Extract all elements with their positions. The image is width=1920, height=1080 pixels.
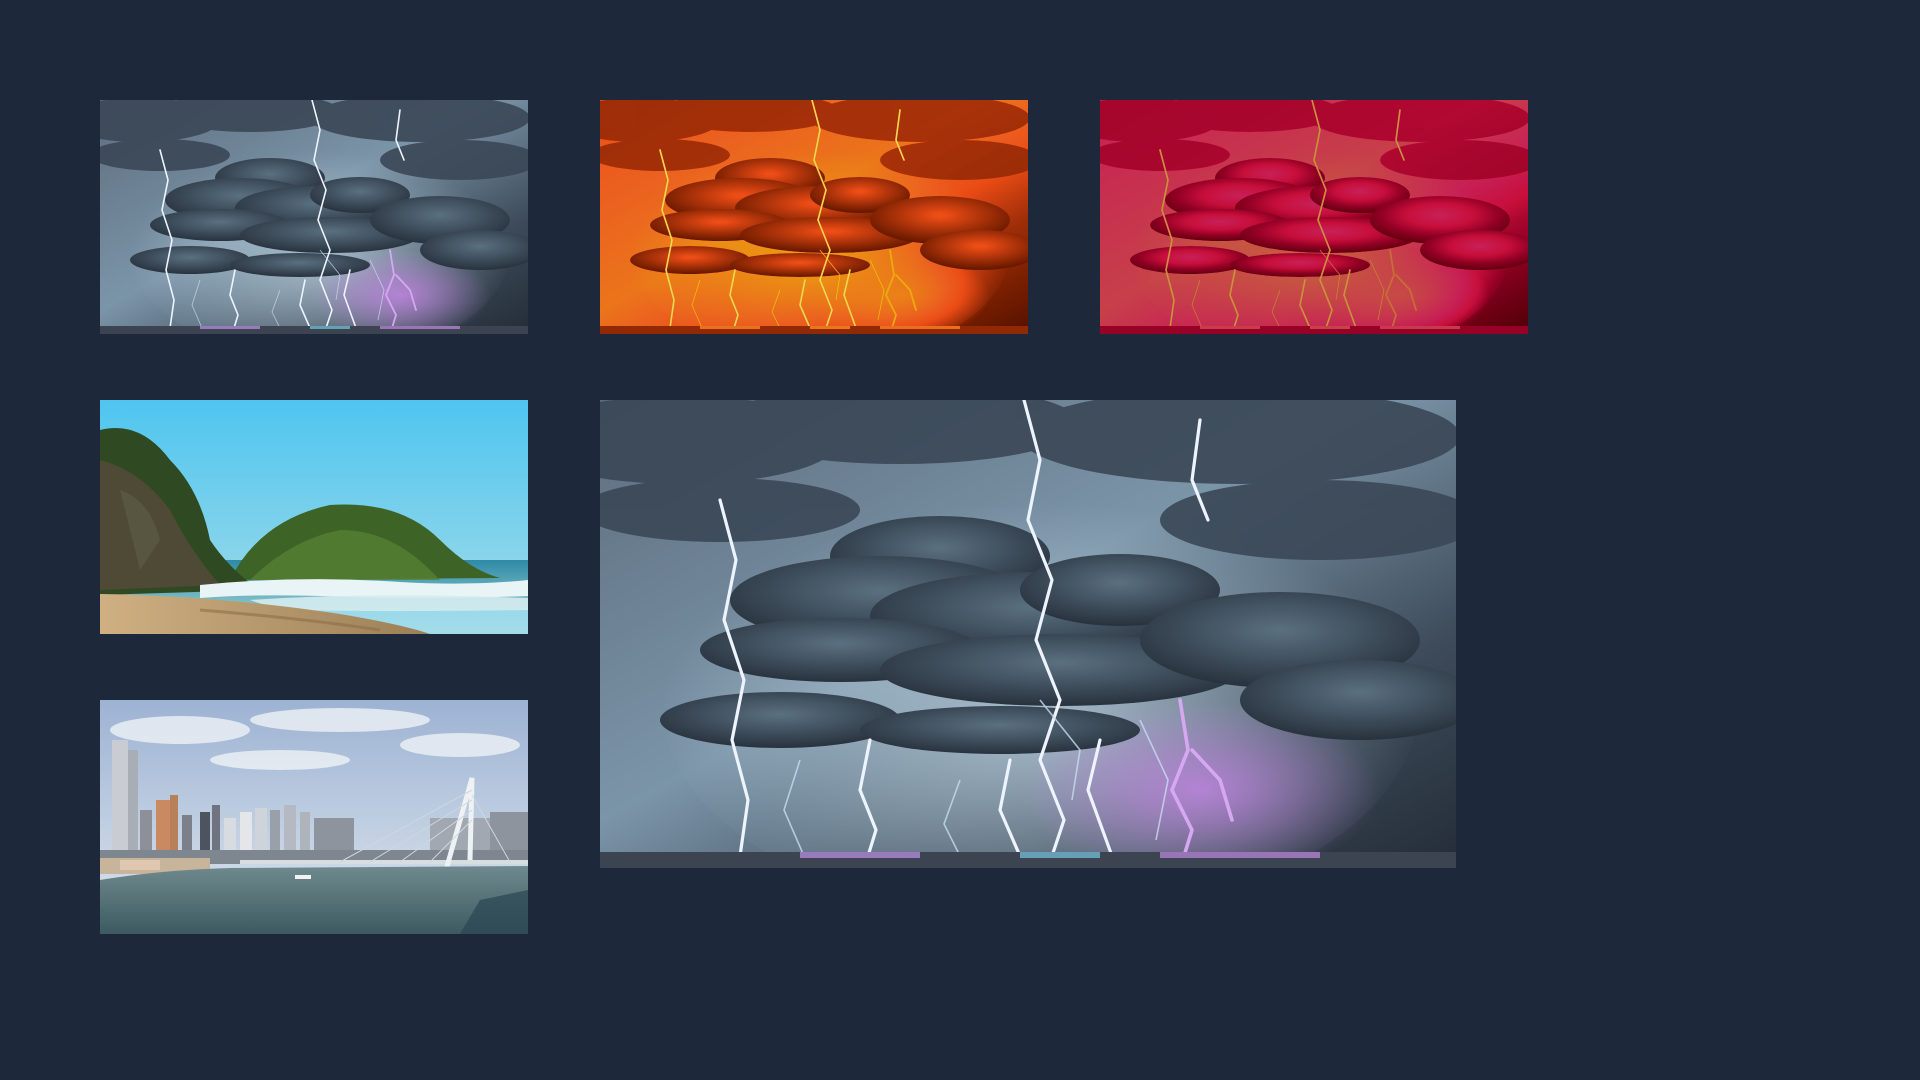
- storm-image-warm: [600, 100, 1028, 334]
- main-preview-storm: [600, 400, 1456, 868]
- storm-image: [100, 100, 528, 334]
- storm-image-large: [600, 400, 1456, 868]
- thumbnail-storm-original[interactable]: [100, 100, 528, 334]
- city-image: [100, 700, 528, 934]
- storm-image-red: [1100, 100, 1528, 334]
- thumbnail-storm-warm-filter[interactable]: [600, 100, 1028, 334]
- thumbnail-city[interactable]: [100, 700, 528, 934]
- beach-image: [100, 400, 528, 634]
- thumbnail-beach[interactable]: [100, 400, 528, 634]
- thumbnail-storm-red-filter[interactable]: [1100, 100, 1528, 334]
